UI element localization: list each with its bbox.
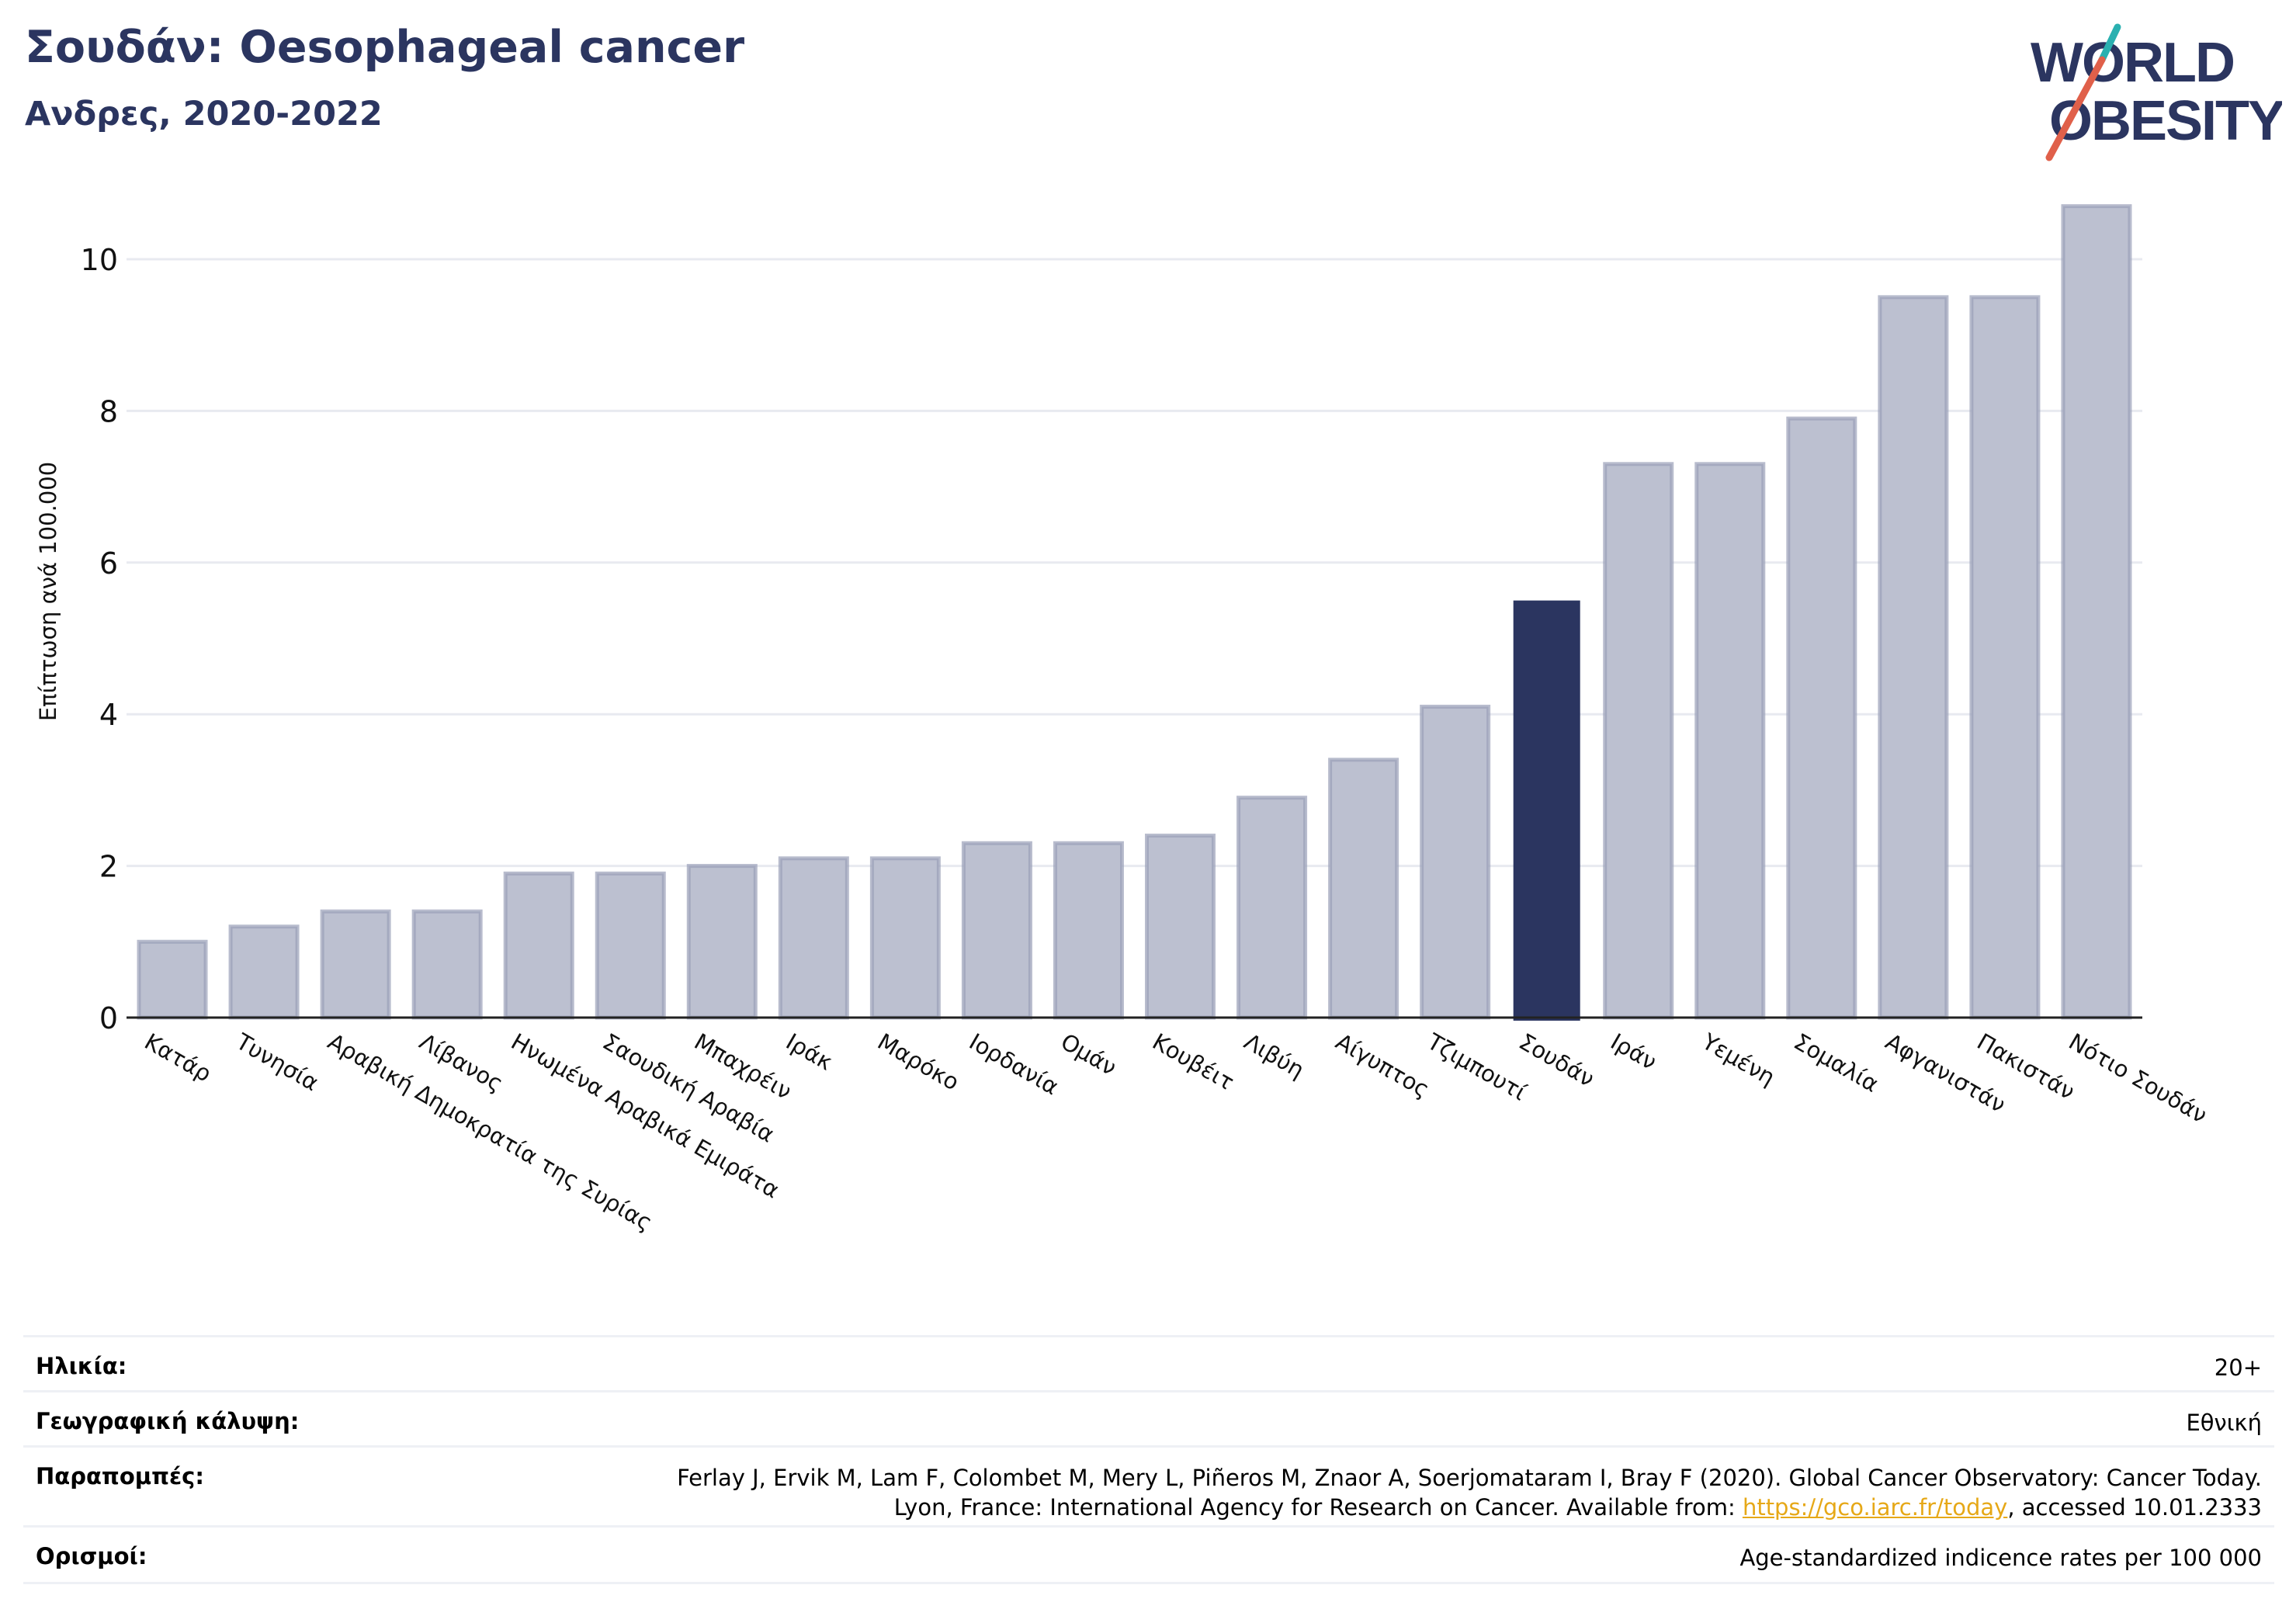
coverage-label: Γεωγραφική κάλυψη: [36,1408,300,1434]
x-tick-label: Τυνησία [231,1028,324,1096]
x-tick-label: Κουβέιτ [1148,1028,1239,1096]
age-label: Ηλικία: [36,1353,127,1379]
age-value: 20+ [2214,1354,2262,1381]
world-obesity-logo: WORLD OBESITY [2031,23,2282,161]
y-tick-label: 0 [99,1001,118,1035]
y-tick-label: 6 [99,546,118,581]
x-tick-label: Υεμένη [1697,1028,1779,1091]
bar-12 [1236,796,1308,1020]
definitions-value: Age-standardized indicence rates per 100… [1739,1545,2262,1571]
chart-title: Σουδάν: Oesophageal cancer [25,22,745,73]
bar-19 [1878,295,1949,1020]
y-axis-ticks: 0 2 4 6 8 10 [81,243,118,1035]
bar-8 [869,856,941,1020]
x-tick-label: Κατάρ [140,1028,217,1087]
info-row-age: Ηλικία: 20+ [23,1335,2274,1390]
x-tick-label: Αραβική Δημοκρατία της Συρίας [324,1028,657,1236]
x-tick-label: Σομαλία [1789,1028,1883,1098]
bar-chart: 0 2 4 6 8 10 Κατάρ Τυνησία Αραβική Δημοκρατία τ… [35,204,2212,1236]
logo-line2: OBESITY [2049,90,2282,152]
bar-21 [2061,204,2132,1020]
bar-13 [1328,758,1399,1020]
references-line1: Ferlay J, Ervik M, Lam F, Colombet M, Me… [677,1465,2262,1491]
bar-3 [411,909,483,1020]
definitions-label: Ορισμοί: [36,1543,147,1569]
y-axis-label: Επίπτωση ανά 100.000 [35,462,61,721]
bar-6 [686,864,758,1020]
x-tick-label: Λιβύη [1240,1028,1309,1084]
references-line2-pre: Lyon, France: International Agency for R… [893,1494,1743,1521]
bar-10 [1053,841,1124,1020]
bar-9 [961,841,1032,1020]
bar-7 [778,856,849,1020]
y-tick-label: 8 [99,394,118,428]
y-tick-label: 4 [99,698,118,732]
bar-15 [1513,600,1580,1021]
bar-18 [1786,416,1857,1020]
x-tick-label: Ιράκ [782,1028,838,1076]
info-row-definitions: Ορισμοί: Age-standardized indicence rate… [23,1525,2274,1584]
y-tick-label: 2 [99,850,118,884]
bar-11 [1145,834,1216,1020]
info-table: Ηλικία: 20+ Γεωγραφική κάλυψη: Εθνική Πα… [23,1335,2274,1584]
bar-20 [1969,295,2041,1020]
bar-16 [1603,462,1674,1020]
x-tick-label: Μαρόκο [873,1028,964,1096]
x-axis-ticks: Κατάρ Τυνησία Αραβική Δημοκρατία της Συρία… [140,1028,2212,1236]
bar-0 [137,939,208,1020]
bar-14 [1420,704,1491,1020]
references-label: Παραπομπές: [36,1463,204,1489]
x-tick-label: Νότιο Σουδάν [2064,1028,2211,1129]
chart-subtitle: Ανδρες, 2020-2022 [25,95,383,134]
bar-5 [595,871,666,1020]
bar-4 [503,871,574,1020]
info-row-references: Παραπομπές: Ferlay J, Ervik M, Lam F, Co… [23,1445,2274,1525]
bar-17 [1694,462,1766,1020]
references-link[interactable]: https://gco.iarc.fr/today [1742,1494,2008,1521]
bars [137,204,2132,1021]
x-tick-label: Ιράν [1606,1028,1661,1076]
x-tick-label: Ομάν [1056,1028,1121,1081]
x-tick-label: Αίγυπτος [1331,1028,1434,1103]
x-tick-label: Τζιμπουτί [1422,1028,1531,1106]
info-row-coverage: Γεωγραφική κάλυψη: Εθνική [23,1390,2274,1445]
y-tick-label: 10 [81,243,118,277]
coverage-value: Εθνική [2186,1410,2262,1436]
logo-line1: WORLD [2031,32,2234,94]
bar-2 [320,909,391,1020]
bar-1 [228,924,300,1020]
references-line2-post: , accessed 10.01.2333 [2007,1494,2262,1521]
references-value: Ferlay J, Ervik M, Lam F, Colombet M, Me… [677,1463,2262,1522]
x-tick-label: Ιορδανία [965,1028,1063,1101]
